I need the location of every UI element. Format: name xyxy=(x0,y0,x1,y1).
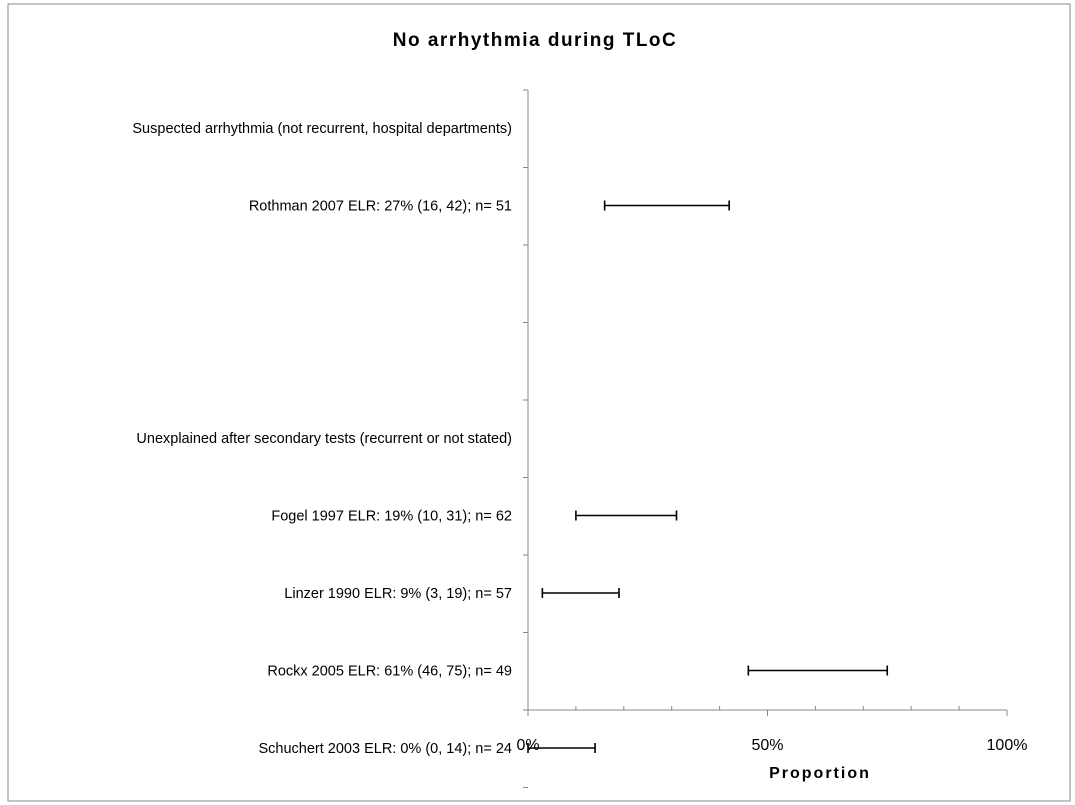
chart-title: No arrhythmia during TLoC xyxy=(393,30,678,51)
x-tick-label: 50% xyxy=(751,737,783,754)
study-label: Rothman 2007 ELR: 27% (16, 42); n= 51 xyxy=(249,199,512,215)
chart-border xyxy=(7,3,1071,802)
group-header-label: Unexplained after secondary tests (recur… xyxy=(136,431,512,447)
study-label: Linzer 1990 ELR: 9% (3, 19); n= 57 xyxy=(284,586,512,602)
axis-layer: 0% 50% 100%Suspected arrhythmia (not recur… xyxy=(132,89,1028,788)
group-header-label: Suspected arrhythmia (not recurrent, hos… xyxy=(132,121,512,137)
study-label: Fogel 1997 ELR: 19% (10, 31); n= 62 xyxy=(271,509,512,525)
x-tick-label: 100% xyxy=(987,737,1028,754)
study-label: Rockx 2005 ELR: 61% (46, 75); n= 49 xyxy=(267,664,512,680)
study-label: Schuchert 2003 ELR: 0% (0, 14); n= 24 xyxy=(258,741,512,757)
x-axis-title: Proportion xyxy=(769,765,871,782)
marks-layer xyxy=(527,200,889,753)
